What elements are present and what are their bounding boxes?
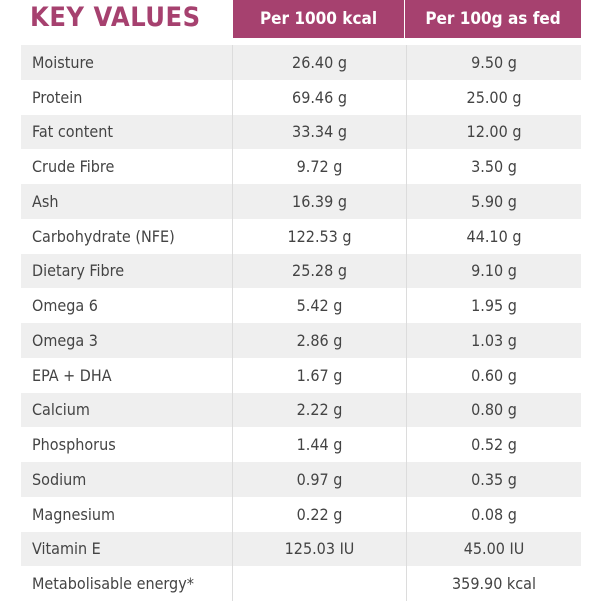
value-per-100g: 9.50 g [406, 45, 581, 80]
nutrient-name: Phosphorus [32, 435, 116, 455]
value-per-100g: 1.03 g [406, 323, 581, 358]
table-row: Calcium 2.22 g 0.80 g [21, 392, 581, 428]
value-per-100g: 45.00 IU [406, 531, 581, 567]
table-row: Carbohydrate (NFE) 122.53 g 44.10 g [21, 218, 581, 254]
nutrient-name: Magnesium [32, 504, 116, 524]
value-per-100g: 12.00 g [406, 114, 581, 150]
page-title: KEY VALUES [30, 2, 201, 33]
value-per-1000-kcal: 1.44 g [232, 427, 406, 462]
value-per-100g: 9.10 g [406, 253, 581, 289]
nutrient-name: Carbohydrate (NFE) [32, 226, 175, 246]
nutrient-name: Protein [32, 87, 83, 107]
table-row: Sodium 0.97 g 0.35 g [21, 462, 581, 497]
value-per-1000-kcal: 125.03 IU [232, 531, 406, 567]
table-row: Omega 3 2.86 g 1.03 g [21, 323, 581, 358]
value-per-1000-kcal: 0.22 g [232, 496, 406, 532]
value-per-1000-kcal: 26.40 g [232, 45, 406, 80]
nutrient-name: EPA + DHA [32, 365, 112, 385]
table-row: Vitamin E 125.03 IU 45.00 IU [21, 531, 581, 567]
value-per-100g: 44.10 g [406, 218, 581, 254]
nutrient-name: Sodium [32, 469, 87, 489]
value-per-1000-kcal: 25.28 g [232, 253, 406, 289]
table-row: Crude Fibre 9.72 g 3.50 g [21, 149, 581, 184]
value-per-1000-kcal: 9.72 g [232, 149, 406, 184]
nutrient-name: Calcium [32, 400, 90, 420]
value-per-100g: 0.80 g [406, 392, 581, 428]
value-per-100g: 3.50 g [406, 149, 581, 184]
nutrient-name: Fat content [32, 122, 113, 142]
value-per-1000-kcal: 1.67 g [232, 357, 406, 393]
value-per-1000-kcal: 69.46 g [232, 79, 406, 115]
value-per-1000-kcal: 0.97 g [232, 462, 406, 497]
value-per-100g: 0.35 g [406, 462, 581, 497]
table-row: Dietary Fibre 25.28 g 9.10 g [21, 253, 581, 289]
value-per-1000-kcal: 2.22 g [232, 392, 406, 428]
value-per-1000-kcal: 2.86 g [232, 323, 406, 358]
column-header-per-1000-kcal: Per 1000 kcal [233, 0, 404, 38]
nutrient-name: Ash [32, 191, 59, 211]
value-per-1000-kcal: 122.53 g [232, 218, 406, 254]
column-header-per-100g: Per 100g as fed [405, 0, 581, 38]
key-values-table: Moisture 26.40 g 9.50 g Protein 69.46 g 25.00… [21, 45, 581, 601]
table-row: Moisture 26.40 g 9.50 g [21, 45, 581, 80]
value-per-100g: 0.52 g [406, 427, 581, 462]
nutrient-name: Vitamin E [32, 539, 101, 559]
value-per-100g: 5.90 g [406, 184, 581, 219]
value-per-1000-kcal: 16.39 g [232, 184, 406, 219]
table-row: Protein 69.46 g 25.00 g [21, 79, 581, 115]
table-row: Fat content 33.34 g 12.00 g [21, 114, 581, 150]
value-per-100g: 0.60 g [406, 357, 581, 393]
value-per-100g: 25.00 g [406, 79, 581, 115]
table-row: Phosphorus 1.44 g 0.52 g [21, 427, 581, 462]
table-row: Ash 16.39 g 5.90 g [21, 184, 581, 219]
value-per-1000-kcal: 33.34 g [232, 114, 406, 150]
nutrient-name: Metabolisable energy* [32, 574, 194, 594]
table-row: EPA + DHA 1.67 g 0.60 g [21, 357, 581, 393]
nutrient-name: Crude Fibre [32, 157, 115, 177]
value-per-1000-kcal [232, 566, 406, 601]
table-row: Metabolisable energy* 359.90 kcal [21, 566, 581, 601]
value-per-100g: 359.90 kcal [406, 566, 581, 601]
value-per-100g: 0.08 g [406, 496, 581, 532]
nutrient-name: Omega 6 [32, 296, 98, 316]
nutrient-name: Dietary Fibre [32, 261, 125, 281]
nutrient-name: Omega 3 [32, 330, 98, 350]
table-row: Magnesium 0.22 g 0.08 g [21, 496, 581, 532]
value-per-100g: 1.95 g [406, 288, 581, 323]
table-row: Omega 6 5.42 g 1.95 g [21, 288, 581, 323]
value-per-1000-kcal: 5.42 g [232, 288, 406, 323]
nutrient-name: Moisture [32, 52, 94, 72]
